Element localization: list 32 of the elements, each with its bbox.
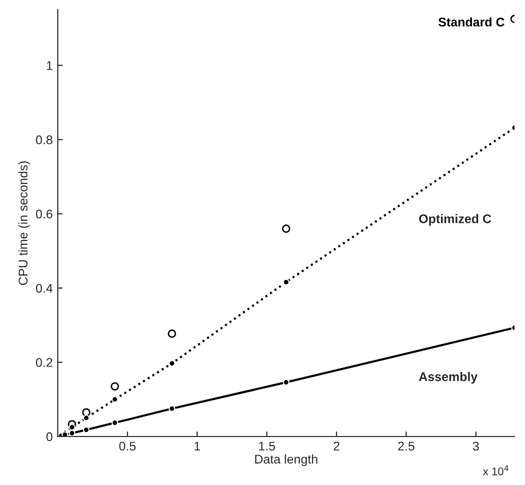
y-axis-title: CPU time (in seconds) xyxy=(18,161,30,285)
point xyxy=(83,414,90,422)
point xyxy=(62,431,68,436)
x-tick-label: 1.5 xyxy=(259,442,275,451)
x-tick-label: 2.5 xyxy=(398,442,414,451)
y-tick-label: 0.6 xyxy=(36,210,52,218)
y-tick-label: 0.2 xyxy=(36,358,52,367)
y-tick-label: 0.4 xyxy=(36,284,53,293)
y-tick-label: 0.8 xyxy=(36,135,52,144)
point xyxy=(282,224,290,233)
point xyxy=(82,408,90,417)
series-label: Optimized C xyxy=(419,214,492,226)
point xyxy=(68,424,76,431)
point xyxy=(282,379,290,386)
point xyxy=(68,430,76,436)
x-tick-label: 1 xyxy=(194,442,200,450)
point xyxy=(110,382,120,391)
text: x 10$^{4}$ xyxy=(482,465,508,476)
x-axis-title: Data length xyxy=(255,454,318,466)
point xyxy=(168,405,176,412)
point xyxy=(168,360,176,367)
point xyxy=(83,426,90,434)
point xyxy=(112,396,118,403)
x-tick-label: 2 xyxy=(334,442,340,450)
point xyxy=(282,278,290,286)
x-tick-label: 0.5 xyxy=(119,442,136,451)
y-tick-label: 1 xyxy=(46,61,52,70)
series-label: Assembly xyxy=(418,372,478,384)
y-tick-label: 0 xyxy=(46,432,52,442)
series-label: Standard C xyxy=(438,17,504,26)
x-tick-label: 3 xyxy=(472,442,479,451)
point xyxy=(168,330,176,338)
